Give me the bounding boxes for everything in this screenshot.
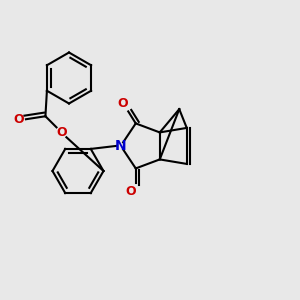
Text: O: O [117,98,128,110]
Text: N: N [115,139,127,153]
Text: O: O [14,113,24,126]
Text: O: O [125,185,136,198]
Text: O: O [57,126,67,139]
